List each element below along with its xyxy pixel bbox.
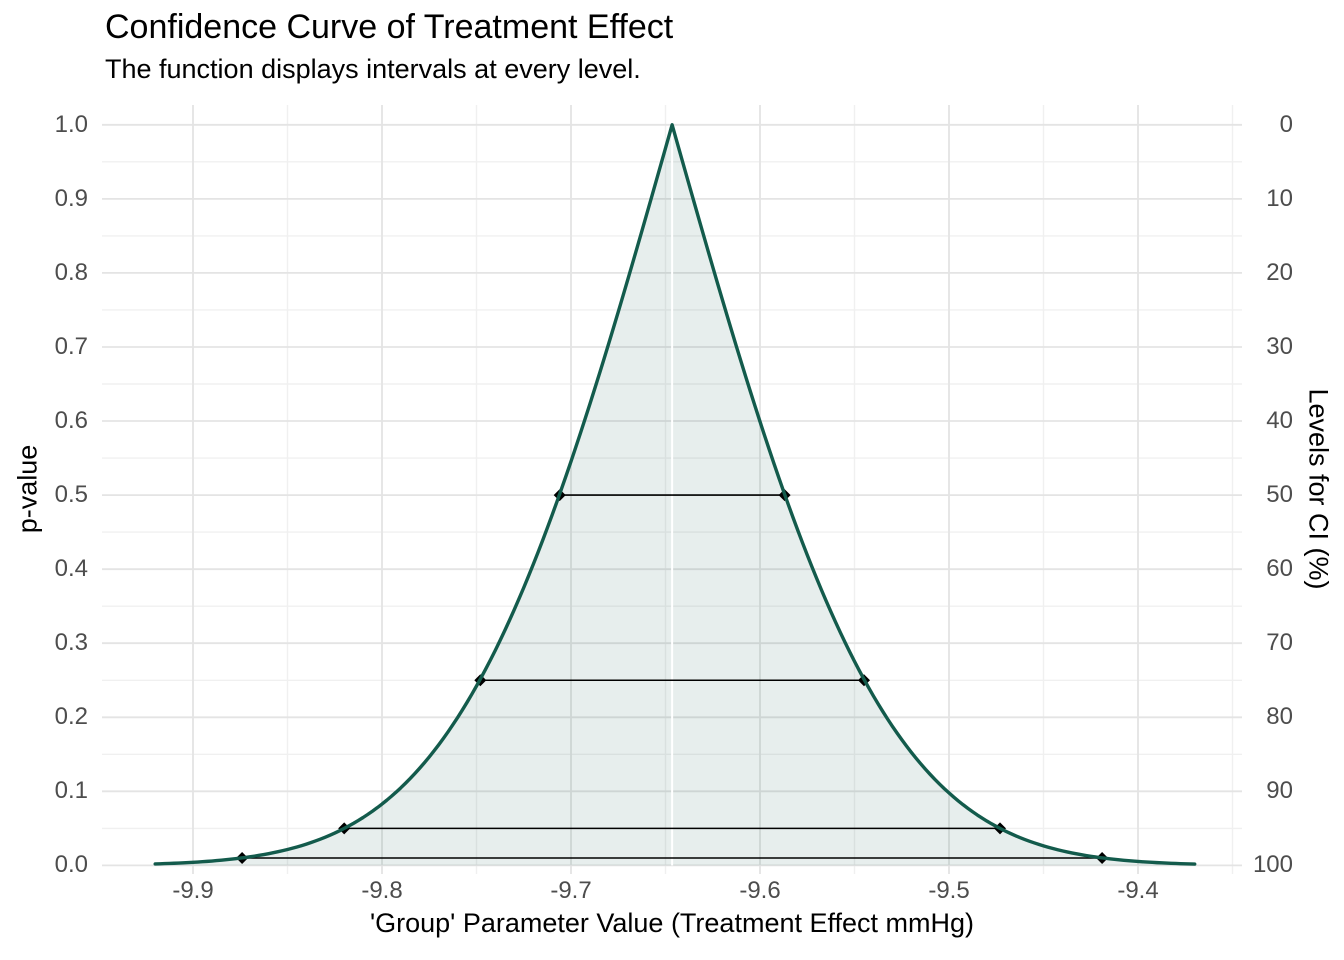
y-right-tick-label: 70 [1266,629,1293,657]
y-left-tick-label: 0.7 [54,332,88,360]
chart-subtitle: The function displays intervals at every… [105,54,641,84]
y-left-tick-label: 1.0 [54,110,88,138]
x-tick-label: -9.5 [928,877,970,904]
right-y-axis-title: Levels for CI (%) [1303,388,1334,590]
x-tick-label: -9.9 [172,877,214,904]
y-right-tick-label: 0 [1279,110,1293,138]
y-left-tick-label: 0.0 [54,851,88,879]
left-y-axis-title: p-value [12,444,43,534]
chart-title: Confidence Curve of Treatment Effect [105,8,674,46]
y-right-tick-label: 50 [1266,481,1293,509]
y-right-tick-label: 10 [1266,184,1293,212]
y-right-tick-label: 100 [1252,851,1293,879]
x-tick-label: -9.8 [361,877,403,904]
x-tick-label: -9.6 [739,877,781,904]
x-tick-label: -9.7 [550,877,592,904]
confidence-curve-line [153,123,1197,866]
y-left-tick-label: 0.8 [54,258,88,286]
y-left-tick-label: 0.6 [54,407,88,435]
y-right-tick-label: 30 [1266,332,1293,360]
y-right-tick-label: 40 [1266,407,1293,435]
y-left-tick-label: 0.1 [54,777,88,805]
y-right-tick-label: 20 [1266,258,1293,286]
y-left-tick-label: 0.5 [54,481,88,509]
x-axis-title: 'Group' Parameter Value (Treatment Effec… [369,908,975,938]
y-right-tick-label: 60 [1266,555,1293,583]
y-left-tick-label: 0.9 [54,184,88,212]
y-left-tick-label: 0.3 [54,629,88,657]
y-right-tick-label: 80 [1266,703,1293,731]
x-tick-label: -9.4 [1117,877,1159,904]
y-left-tick-label: 0.4 [54,555,88,583]
y-left-tick-label: 0.2 [54,703,88,731]
y-right-tick-label: 90 [1266,777,1293,805]
